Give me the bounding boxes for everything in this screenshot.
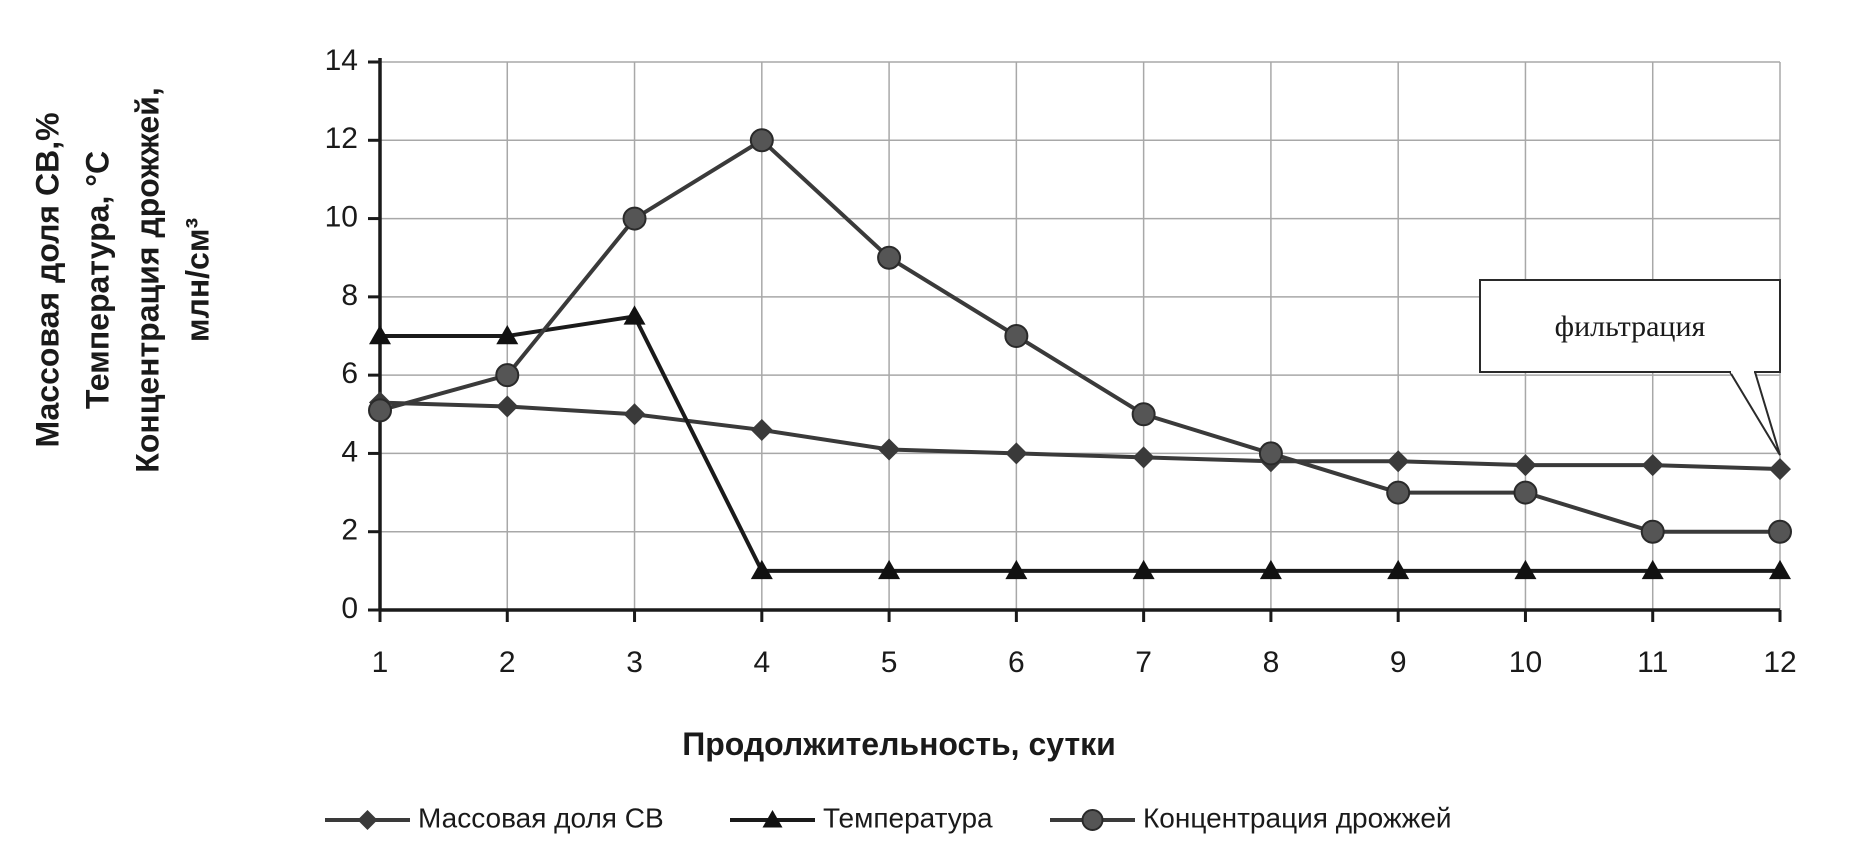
series-1 <box>369 391 1791 481</box>
data-point <box>1132 446 1155 469</box>
data-point <box>623 403 646 426</box>
annotation-filtration: фильтрация <box>1479 279 1781 456</box>
series-line <box>379 400 1781 472</box>
legend-marker <box>357 810 378 830</box>
data-point <box>750 418 773 441</box>
data-point <box>495 363 520 388</box>
data-point <box>1005 559 1028 580</box>
x-tick-label: 10 <box>1509 646 1542 679</box>
data-point <box>623 305 646 325</box>
data-point <box>1768 519 1792 544</box>
y-tick-label: 2 <box>341 514 358 547</box>
data-point <box>878 438 901 461</box>
annotation-box <box>1479 279 1781 373</box>
x-tick-label: 6 <box>1008 646 1025 679</box>
data-point <box>1641 454 1664 477</box>
x-tick-label: 8 <box>1263 646 1280 679</box>
x-tick-label: 11 <box>1637 646 1668 679</box>
data-point <box>1514 559 1537 580</box>
data-point <box>1640 519 1665 544</box>
data-point <box>1005 442 1028 465</box>
x-tick-label: 4 <box>753 646 770 679</box>
x-tick-label: 2 <box>499 646 516 679</box>
series-layer <box>368 128 1792 580</box>
y-axis-title-line-4: млн/см³ <box>179 218 215 342</box>
y-axis-title-line-2: Температура, °С <box>79 151 115 409</box>
series-line <box>379 137 1780 534</box>
data-point <box>878 559 901 580</box>
x-tick-label: 5 <box>881 646 898 679</box>
data-point <box>1387 450 1410 473</box>
annotation-text: фильтрация <box>1555 310 1706 343</box>
y-axis-title-line-1: Массовая доля СВ,% <box>29 112 65 447</box>
legend-item-2: Температура <box>730 802 993 833</box>
legend-label: Концентрация дрожжей <box>1143 802 1452 833</box>
x-tick-label: 1 <box>372 646 389 679</box>
x-tick-label: 3 <box>626 646 643 679</box>
legend-item-3: Концентрация дрожжей <box>1050 802 1452 833</box>
x-tick-label: 12 <box>1763 646 1796 679</box>
y-tick-label: 14 <box>325 44 358 77</box>
legend-label: Массовая доля СВ <box>418 802 664 833</box>
data-point <box>1259 559 1282 580</box>
data-point <box>1514 454 1537 477</box>
legend-marker <box>762 810 783 828</box>
series-3 <box>368 128 1792 544</box>
data-point <box>1641 559 1664 580</box>
legend-label: Температура <box>823 802 993 833</box>
series-2 <box>369 305 1791 580</box>
data-point <box>1004 324 1029 348</box>
data-point <box>1769 559 1791 580</box>
y-tick-label: 8 <box>341 279 358 312</box>
y-tick-label: 12 <box>325 122 358 155</box>
data-point <box>369 325 391 345</box>
legend-marker <box>1081 809 1104 831</box>
data-point <box>496 325 519 345</box>
y-tick-label: 4 <box>341 435 358 468</box>
data-point <box>877 245 902 270</box>
data-point <box>749 128 774 153</box>
data-point <box>750 559 773 580</box>
series-line <box>380 314 1780 573</box>
x-axis-title: Продолжительность, сутки <box>682 726 1116 762</box>
legend: Массовая доля СВ Температура Концентрация … <box>325 802 1452 833</box>
y-tick-label: 0 <box>341 592 358 625</box>
x-tick-label: 9 <box>1390 646 1407 679</box>
data-point <box>1258 441 1283 466</box>
legend-item-1: Массовая доля СВ <box>325 802 664 833</box>
data-point <box>1769 458 1791 481</box>
y-axis-title-line-3: Концентрация дрожжей, <box>129 87 165 472</box>
data-point <box>1513 480 1538 505</box>
data-point <box>1386 480 1411 505</box>
x-tick-label: 7 <box>1135 646 1152 679</box>
data-point <box>496 395 519 418</box>
data-point <box>1132 559 1155 580</box>
annotation-pointer <box>1728 371 1781 456</box>
y-axis-title: Массовая доля СВ,% Температура, °С Конце… <box>29 87 215 472</box>
data-point <box>1387 559 1410 580</box>
y-tick-label: 10 <box>325 200 358 233</box>
data-point <box>1131 402 1156 427</box>
data-point <box>368 398 392 423</box>
y-tick-label: 6 <box>341 357 358 390</box>
data-point <box>622 206 647 231</box>
